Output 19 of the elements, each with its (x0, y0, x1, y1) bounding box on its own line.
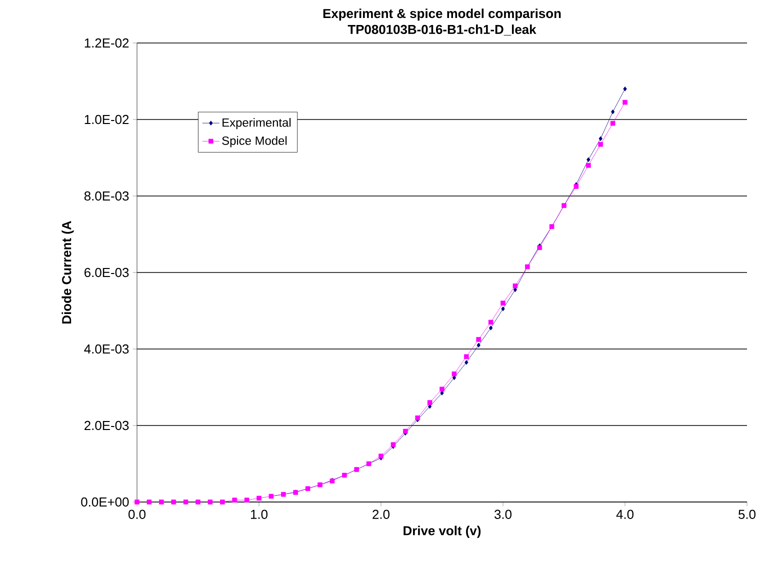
x-tick-label: 0.0 (128, 510, 146, 519)
legend-label: Spice Model (222, 136, 287, 148)
chart-title: Experiment & spice model comparison (323, 8, 561, 21)
x-axis-title: Drive volt (v) (404, 526, 481, 538)
legend-label: Experimental (222, 118, 291, 130)
x-tick-label: 3.0 (494, 510, 512, 519)
y-tick-label: 0.0E+00 (81, 497, 129, 507)
y-tick-label: 2.0E-03 (84, 420, 129, 430)
x-tick-label: 1.0 (250, 510, 268, 519)
x-tick-label: 4.0 (616, 510, 634, 519)
y-tick-label: 4.0E-03 (84, 344, 129, 354)
y-tick-label: 1.2E-02 (84, 38, 129, 48)
x-tick-label: 2.0 (372, 510, 390, 519)
chart-subtitle: TP080103B-016-B1-ch1-D_leak (348, 24, 536, 36)
y-tick-label: 6.0E-03 (84, 268, 129, 278)
y-axis-title: Diode Current (A (62, 221, 74, 324)
y-tick-label: 1.0E-02 (84, 114, 129, 124)
x-tick-label: 5.0 (738, 510, 756, 519)
y-tick-label: 8.0E-03 (84, 191, 129, 201)
